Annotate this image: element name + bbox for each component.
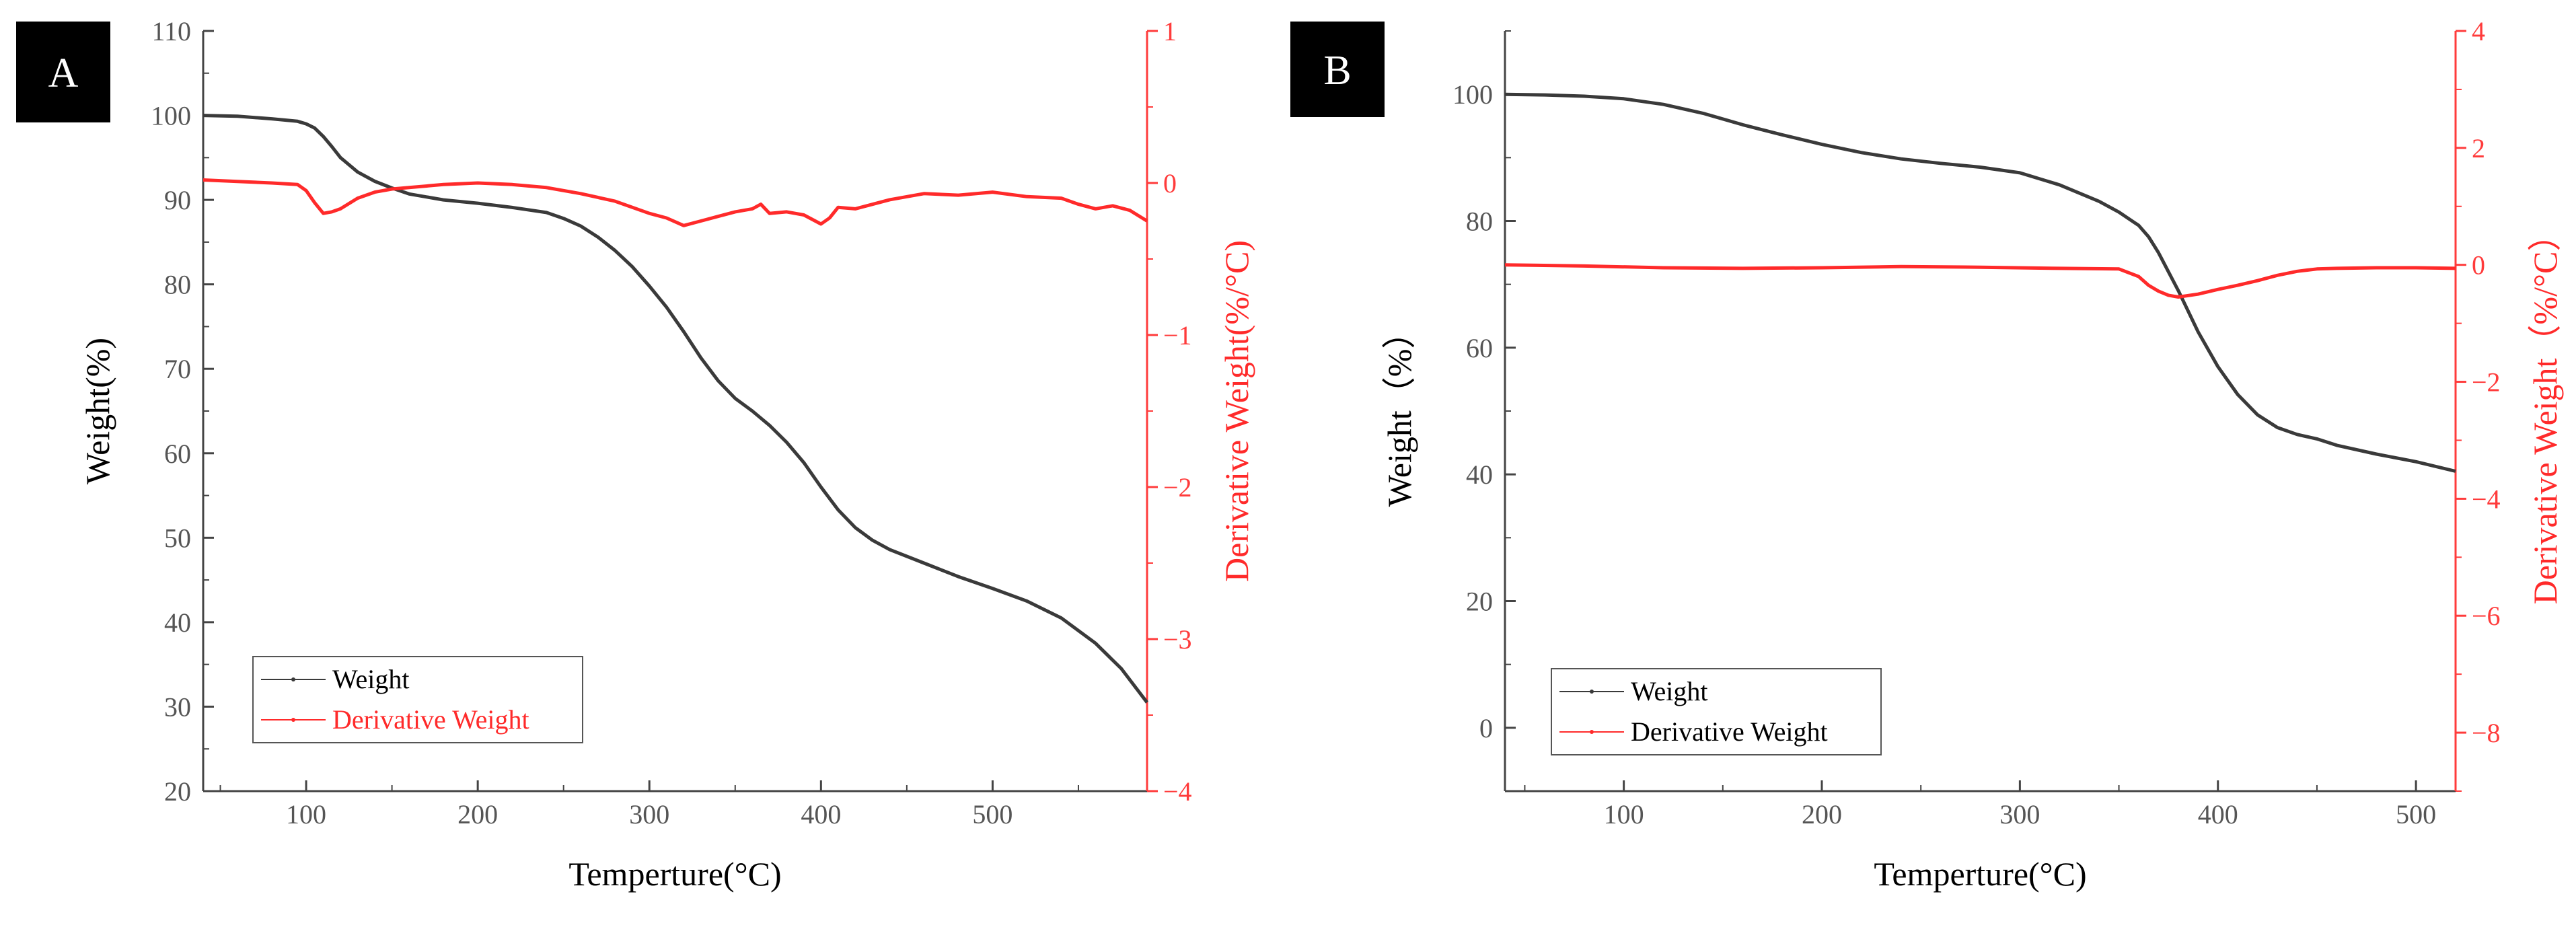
y-tick-label-left: 80	[1466, 207, 1493, 237]
x-axis-title: Temperture(°C)	[568, 855, 781, 893]
y-tick-label-right: 0	[2472, 250, 2485, 281]
y-tick-label-right: 2	[2472, 133, 2485, 163]
x-tick-label: 500	[972, 799, 1013, 829]
series-line-weight	[203, 114, 1148, 704]
y-tick-label-right: 4	[2472, 16, 2485, 46]
y-tick-label-left: 100	[1452, 79, 1493, 110]
legend-label: Weight	[332, 664, 410, 694]
y-tick-label-left: 40	[1466, 459, 1493, 490]
y-tick-label-right: 0	[1163, 168, 1177, 198]
legend-box	[252, 656, 583, 743]
y-axis-title-right: Derivative Weight(%/°C)	[1218, 240, 1255, 582]
y-tick-label-right: −6	[2472, 601, 2501, 631]
x-tick-label: 200	[1802, 799, 1842, 829]
series-line-derivative-weight	[203, 178, 1148, 227]
panel-label-box	[1290, 22, 1385, 117]
y-tick-label-left: 110	[151, 16, 191, 46]
y-axis-title-right: Derivative Weight（%/°C）	[2526, 218, 2564, 605]
x-axis-title: Temperture(°C)	[1874, 855, 2086, 893]
y-tick-label-left: 0	[1479, 713, 1493, 743]
y-tick-label-left: 60	[1466, 333, 1493, 363]
y-tick-label-right: −8	[2472, 718, 2501, 748]
y-tick-label-left: 60	[164, 439, 191, 469]
legend-box	[1551, 668, 1882, 755]
y-axis-title-left: Weight(%)	[79, 338, 116, 484]
y-tick-label-right: −4	[1163, 776, 1192, 807]
series-line-weight	[1504, 92, 2456, 473]
y-tick-label-left: 20	[164, 776, 191, 807]
y-tick-label-left: 70	[164, 354, 191, 384]
y-tick-label-right: 1	[1163, 16, 1177, 46]
y-tick-label-left: 30	[164, 692, 191, 722]
y-tick-label-left: 20	[1466, 587, 1493, 617]
y-tick-label-left: 40	[164, 607, 191, 638]
panel-label: A	[48, 50, 79, 96]
legend-label: Weight	[1631, 676, 1708, 706]
legend-marker	[291, 718, 295, 722]
x-tick-label: 200	[457, 799, 498, 829]
x-tick-label: 100	[286, 799, 326, 829]
y-axis-title-left: Weight（%）	[1381, 316, 1418, 507]
y-tick-label-right: −2	[1163, 472, 1192, 503]
y-tick-label-left: 100	[151, 101, 191, 131]
legend-label: Derivative Weight	[1631, 716, 1828, 747]
legend-marker	[1590, 730, 1594, 734]
y-tick-label-left: 80	[164, 270, 191, 300]
x-tick-label: 100	[1604, 799, 1644, 829]
y-tick-label-right: −1	[1163, 320, 1192, 350]
panel-label-box	[16, 22, 110, 122]
chart-panel-a: A 100 200 300 400 500 20 30 40 50 60 70 80 90 100 110 −4…	[16, 16, 1255, 893]
y-tick-label-left: 90	[164, 185, 191, 215]
legend-marker	[1590, 690, 1594, 694]
x-tick-label: 400	[2198, 799, 2238, 829]
legend-marker	[291, 677, 295, 681]
y-tick-label-left: 50	[164, 523, 191, 553]
series-line-derivative-weight	[1504, 263, 2456, 299]
y-tick-label-right: −2	[2472, 367, 2501, 398]
chart-panel-b: B 100 200 300 400 500 0 20 40 60 80 100 −8 −6 −4 −2 0 2 4 T…	[1290, 16, 2564, 893]
legend-label: Derivative Weight	[332, 704, 529, 735]
x-tick-label: 300	[629, 799, 669, 829]
x-tick-label: 400	[801, 799, 841, 829]
panel-label: B	[1323, 48, 1351, 94]
x-tick-label: 300	[1999, 799, 2040, 829]
y-tick-label-right: −4	[2472, 484, 2501, 514]
x-tick-label: 500	[2396, 799, 2436, 829]
y-tick-label-right: −3	[1163, 624, 1192, 655]
